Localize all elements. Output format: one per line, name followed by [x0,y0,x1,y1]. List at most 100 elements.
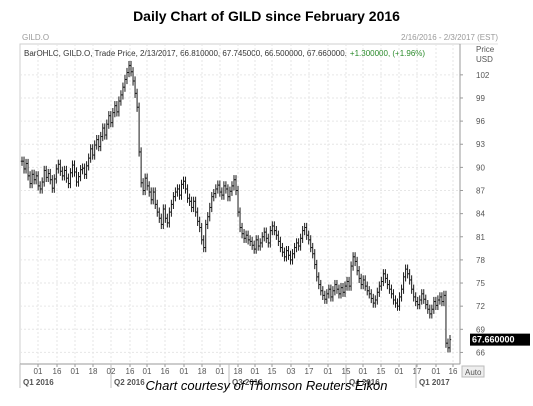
price-bar [291,249,294,265]
y-tick-label: 99 [476,94,485,103]
price-bar [234,175,238,196]
price-bar [71,160,74,178]
price-bar [141,178,145,196]
price-bar [301,225,304,243]
x-day-label: 01 [395,367,404,376]
price-bar [287,246,290,260]
price-bar [214,184,218,199]
price-bar [38,181,42,194]
x-day-label: 15 [377,367,386,376]
price-bar [131,67,135,86]
price-bar [43,165,46,187]
price-bar [22,156,26,174]
price-bar [432,296,436,314]
price-bar [259,238,262,251]
price-bar [218,180,222,197]
price-bar [315,259,318,282]
price-bar [293,242,296,259]
price-bar [156,199,159,217]
x-day-label: 01 [71,367,80,376]
price-bar [424,294,427,310]
price-bar [28,171,32,189]
y-tick-label: 81 [476,233,485,242]
price-bar [34,171,38,185]
price-bar [87,153,90,171]
price-bar [341,283,345,297]
price-bar [67,173,70,189]
price-bar [240,222,244,239]
x-quarter-label: Q1 2016 [23,378,54,387]
chart-caption: Chart courtesy of Thomson Reuters Eikon [145,378,388,393]
price-bar [32,169,36,185]
last-price-tag: 67.660000 [470,333,530,346]
price-bar [361,275,365,290]
price-bar [242,229,246,243]
x-day-label: 01 [34,367,43,376]
y-tick-label: 75 [476,279,485,288]
legend-text: BarOHLC, GILD.O, Trade Price, 2/13/2017,… [24,49,425,58]
price-bar [160,213,163,230]
price-bar [392,289,395,305]
price-bar [378,281,381,297]
y-tick-label: 102 [476,71,490,80]
price-bar [390,284,393,299]
price-bar [353,252,357,267]
price-axis-title: Price [476,45,495,54]
price-bar [198,216,201,233]
price-bar [158,207,161,223]
price-bar [359,273,363,290]
auto-scale-button[interactable] [461,365,485,378]
x-day-label: 01 [180,367,189,376]
price-bar [230,181,234,196]
price-bar [400,284,403,302]
price-bar [170,199,173,217]
x-day-label: 01 [143,367,152,376]
price-bar [105,119,108,140]
price-bar [273,221,276,236]
price-bar [436,295,440,311]
price-bar [339,283,343,299]
price-bar [180,179,183,200]
price-bar [281,242,284,257]
price-bar [188,193,191,206]
price-bar [440,292,444,307]
price-bar [208,202,211,222]
price-bar [137,102,141,157]
price-bar [145,173,149,191]
price-bar [303,222,306,236]
x-day-label: 15 [268,367,277,376]
price-bar [277,230,280,247]
price-bar [263,227,266,242]
y-tick-label: 87 [476,187,485,196]
price-bar [307,230,310,245]
price-bar [166,213,169,228]
price-bar [26,158,30,181]
y-tick-label: 90 [476,163,485,172]
auto-scale-label: Auto [465,368,482,377]
x-day-label: 18 [234,367,243,376]
price-bar [30,169,34,189]
price-bar [69,168,72,189]
x-day-label: 17 [413,367,422,376]
price-bar [24,158,28,174]
price-bar [220,187,224,200]
chart-title: Daily Chart of GILD since February 2016 [133,8,400,24]
price-bar [224,181,228,194]
price-bar [99,131,102,152]
price-bar [347,276,351,291]
price-bar [271,221,274,236]
price-bar [329,284,333,302]
price-bar [85,161,88,179]
price-bar [125,67,129,85]
price-bar [81,163,84,175]
price-bar [267,233,270,248]
price-bar [257,235,260,251]
price-bar [206,212,209,230]
x-day-label: 01 [216,367,225,376]
x-quarter-label: Q2 2016 [114,378,145,387]
price-bar [448,335,452,353]
price-bar [252,240,256,254]
price-bar [366,281,369,296]
price-bar [305,222,308,240]
